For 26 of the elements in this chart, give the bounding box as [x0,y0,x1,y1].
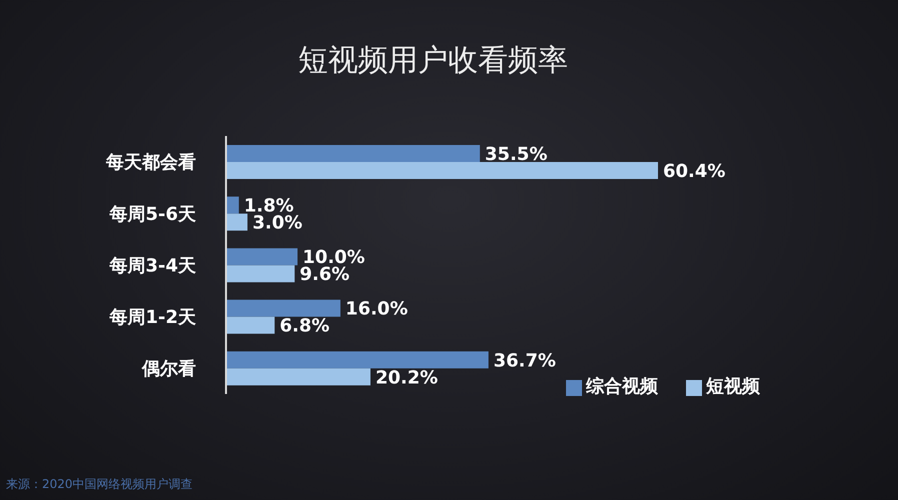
data-label: 9.6% [300,264,350,286]
legend-label: 综合视频 [586,376,658,397]
data-label: 36.7% [493,350,556,372]
y-tick-label: 每周3-4天 [108,255,196,276]
data-label: 6.8% [280,316,330,337]
bar [226,145,480,162]
bar [226,162,658,179]
bar [226,265,295,282]
data-label: 16.0% [345,298,408,320]
bar [226,248,298,266]
data-label: 60.4% [663,160,726,182]
bar [226,316,275,334]
source-note: 来源：2020中国网络视频用户调查 [6,476,193,493]
bar [226,351,488,368]
bar [226,300,340,317]
y-tick-label: 每周1-2天 [108,306,196,328]
data-label: 20.2% [375,367,438,388]
y-tick-label: 偶尔看 [141,358,196,380]
bar [226,368,370,386]
y-tick-label: 每周5-6天 [108,204,196,225]
y-tick-label: 每天都会看 [105,152,196,174]
data-label: 35.5% [484,144,548,165]
bar [226,214,248,231]
legend-label: 短视频 [706,376,760,397]
chart-title: 短视频用户收看频率 [297,42,569,80]
bar [226,196,239,214]
